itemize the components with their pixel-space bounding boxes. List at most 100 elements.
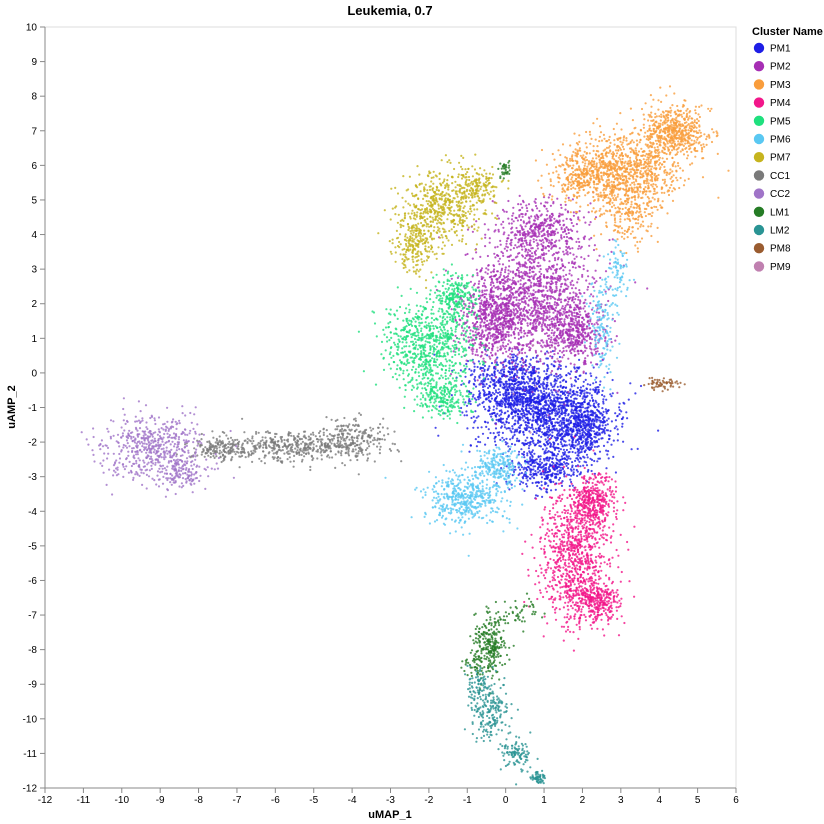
data-point xyxy=(508,373,512,376)
data-point xyxy=(512,470,516,473)
data-point xyxy=(618,413,621,416)
data-point xyxy=(559,203,563,206)
data-point xyxy=(548,227,551,230)
data-point xyxy=(545,391,548,395)
data-point xyxy=(563,393,567,396)
data-point xyxy=(566,434,570,437)
data-point xyxy=(616,414,619,417)
data-point xyxy=(553,331,556,334)
data-point xyxy=(486,421,489,424)
data-point xyxy=(514,237,517,240)
data-point xyxy=(503,368,506,371)
data-point xyxy=(616,391,619,394)
data-point xyxy=(550,295,553,298)
data-point xyxy=(552,272,555,275)
data-point xyxy=(549,326,552,330)
data-point xyxy=(542,289,545,292)
data-point xyxy=(535,299,538,302)
data-point xyxy=(543,404,546,407)
data-point xyxy=(531,461,535,464)
data-point xyxy=(551,357,554,360)
data-point xyxy=(516,363,520,366)
data-point xyxy=(517,274,520,277)
data-point xyxy=(552,222,556,225)
data-point xyxy=(503,324,506,327)
data-point xyxy=(591,414,595,417)
data-point xyxy=(501,326,504,329)
data-point xyxy=(506,442,509,445)
data-point xyxy=(488,325,491,328)
data-point xyxy=(525,364,528,367)
data-point xyxy=(550,242,553,245)
data-point xyxy=(514,281,517,285)
data-point xyxy=(511,347,514,350)
data-point xyxy=(519,313,522,316)
data-point xyxy=(558,289,561,293)
data-point xyxy=(554,306,558,309)
data-point xyxy=(569,429,573,432)
data-point xyxy=(557,359,560,363)
data-point xyxy=(572,301,576,304)
data-point xyxy=(569,457,572,460)
data-point xyxy=(560,228,563,231)
data-point xyxy=(511,214,514,217)
data-point xyxy=(529,463,532,466)
data-point xyxy=(505,320,508,323)
data-point xyxy=(578,240,581,244)
data-point xyxy=(483,295,486,299)
data-point xyxy=(505,394,508,397)
data-point xyxy=(493,373,496,376)
data-point xyxy=(534,351,538,354)
data-point xyxy=(485,425,488,428)
data-point xyxy=(562,385,565,389)
data-point xyxy=(585,391,588,394)
data-point xyxy=(496,369,499,372)
data-point xyxy=(494,325,497,328)
data-point xyxy=(479,441,482,444)
data-point xyxy=(476,354,479,357)
data-point xyxy=(554,259,557,262)
data-point xyxy=(570,405,573,408)
data-point xyxy=(626,417,629,420)
data-point xyxy=(485,289,488,292)
data-point xyxy=(526,421,529,424)
data-point xyxy=(534,465,537,468)
data-point xyxy=(519,397,522,400)
data-point xyxy=(510,442,514,446)
data-point xyxy=(538,415,541,418)
data-point xyxy=(488,390,491,393)
data-point xyxy=(545,426,549,429)
data-point xyxy=(590,422,593,425)
data-point xyxy=(575,240,578,243)
data-point xyxy=(511,425,514,428)
data-point xyxy=(500,409,503,412)
data-point xyxy=(577,295,580,299)
data-point xyxy=(636,447,639,450)
data-point xyxy=(629,382,632,385)
data-point xyxy=(481,329,484,332)
data-point xyxy=(584,298,587,301)
data-point xyxy=(574,422,577,425)
data-point xyxy=(525,343,528,346)
data-point xyxy=(561,457,564,460)
data-point xyxy=(483,289,486,292)
data-point xyxy=(494,400,497,403)
data-point xyxy=(494,361,497,364)
data-point xyxy=(587,446,591,449)
data-point xyxy=(472,393,475,396)
data-point xyxy=(530,224,534,228)
data-point xyxy=(541,327,544,330)
data-point xyxy=(518,294,521,297)
data-point xyxy=(515,395,518,398)
data-point xyxy=(545,387,548,390)
data-point xyxy=(552,202,555,205)
data-point xyxy=(513,372,517,375)
data-point xyxy=(501,298,504,301)
data-point xyxy=(516,371,519,374)
data-point xyxy=(547,484,550,487)
data-point xyxy=(538,209,541,213)
data-point xyxy=(536,429,540,432)
data-point xyxy=(571,444,574,447)
data-point xyxy=(589,448,593,451)
data-point xyxy=(525,403,528,406)
